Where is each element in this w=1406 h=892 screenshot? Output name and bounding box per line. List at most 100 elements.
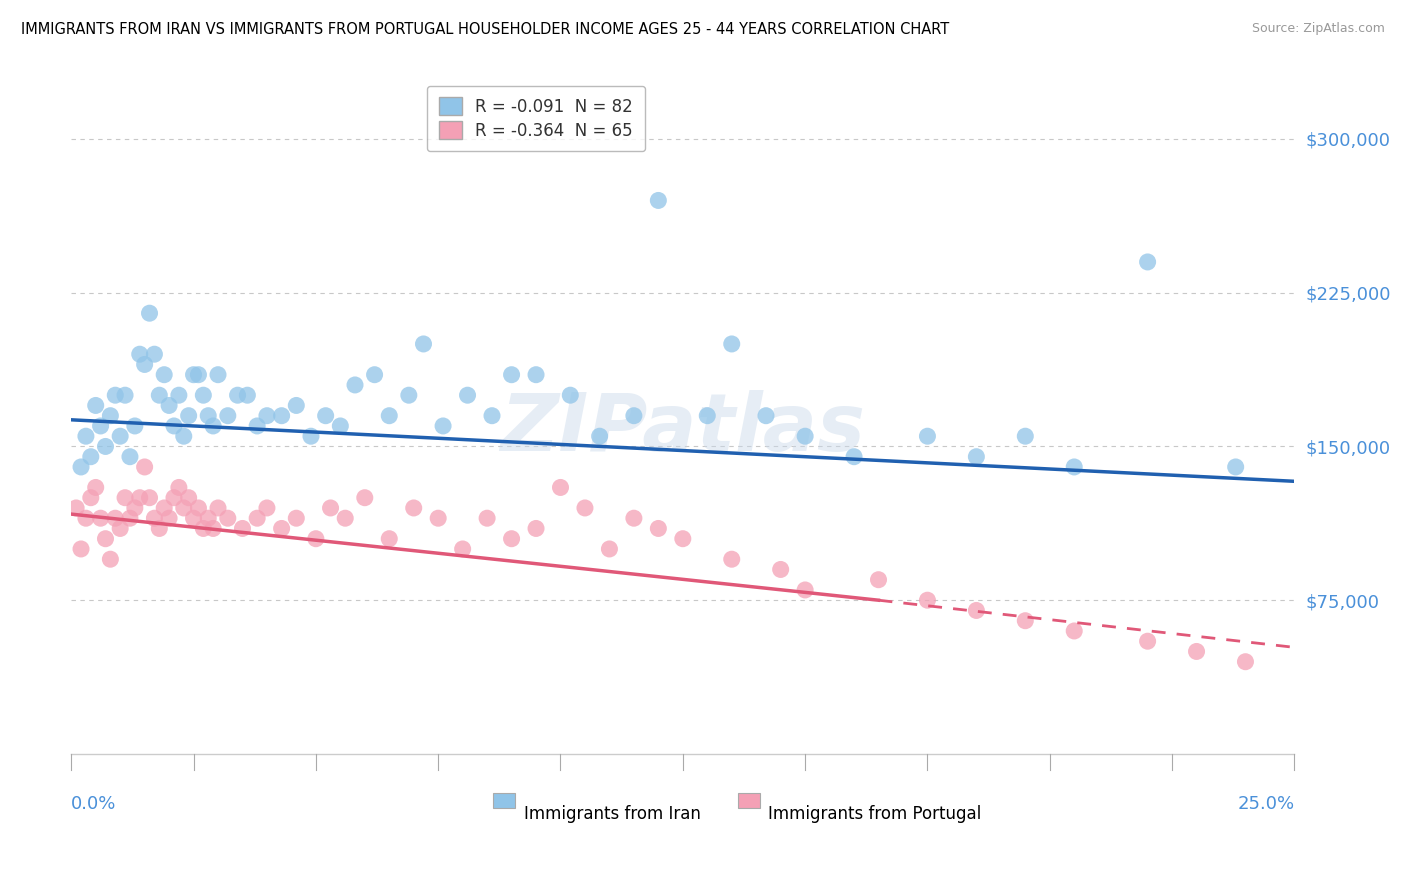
Point — [148, 388, 170, 402]
Point — [207, 368, 229, 382]
Point — [167, 480, 190, 494]
Point — [128, 347, 150, 361]
Point — [402, 500, 425, 515]
Point — [183, 511, 205, 525]
Point — [647, 194, 669, 208]
Point — [501, 368, 523, 382]
Point — [1136, 634, 1159, 648]
Point — [80, 491, 103, 505]
Point — [104, 388, 127, 402]
Point — [173, 500, 195, 515]
Point — [319, 500, 342, 515]
Point — [177, 409, 200, 423]
Point — [70, 459, 93, 474]
Point — [623, 409, 645, 423]
Point — [246, 419, 269, 434]
Point — [598, 541, 620, 556]
Point — [299, 429, 322, 443]
Point — [163, 419, 186, 434]
Point — [90, 419, 112, 434]
Point — [398, 388, 420, 402]
Point — [550, 480, 572, 494]
Point — [143, 347, 166, 361]
Point — [108, 429, 131, 443]
Point — [672, 532, 695, 546]
Point — [623, 511, 645, 525]
Point — [270, 521, 292, 535]
Point — [143, 511, 166, 525]
Point — [1014, 429, 1036, 443]
Point — [84, 399, 107, 413]
Point — [90, 511, 112, 525]
Point — [104, 511, 127, 525]
Point — [1185, 644, 1208, 658]
Point — [167, 388, 190, 402]
Point — [217, 409, 239, 423]
Text: Immigrants from Portugal: Immigrants from Portugal — [769, 805, 981, 822]
Point — [75, 511, 97, 525]
Text: 25.0%: 25.0% — [1237, 795, 1295, 813]
Point — [163, 491, 186, 505]
Point — [226, 388, 249, 402]
Point — [177, 491, 200, 505]
Text: Immigrants from Iran: Immigrants from Iran — [524, 805, 700, 822]
Point — [965, 450, 987, 464]
Point — [193, 388, 215, 402]
Point — [353, 491, 375, 505]
Point — [256, 500, 278, 515]
Point — [100, 409, 122, 423]
Point — [1225, 459, 1247, 474]
Point — [560, 388, 582, 402]
Point — [217, 511, 239, 525]
Point — [128, 491, 150, 505]
Point — [647, 521, 669, 535]
Point — [1063, 459, 1085, 474]
Point — [794, 429, 817, 443]
Point — [1234, 655, 1257, 669]
Point — [138, 306, 160, 320]
Point — [197, 409, 219, 423]
Text: ZIPatlas: ZIPatlas — [501, 390, 865, 468]
Point — [1063, 624, 1085, 638]
Point — [124, 419, 146, 434]
Point — [588, 429, 610, 443]
Point — [720, 337, 742, 351]
Point — [475, 511, 498, 525]
Point — [94, 532, 117, 546]
Point — [75, 429, 97, 443]
Point — [720, 552, 742, 566]
Point — [138, 491, 160, 505]
Point — [427, 511, 450, 525]
Point — [432, 419, 454, 434]
Point — [134, 358, 156, 372]
Point — [285, 399, 308, 413]
Point — [187, 368, 209, 382]
Point — [100, 552, 122, 566]
Point — [80, 450, 103, 464]
Point — [94, 440, 117, 454]
Point — [412, 337, 434, 351]
Text: IMMIGRANTS FROM IRAN VS IMMIGRANTS FROM PORTUGAL HOUSEHOLDER INCOME AGES 25 - 44: IMMIGRANTS FROM IRAN VS IMMIGRANTS FROM … — [21, 22, 949, 37]
Point — [501, 532, 523, 546]
Text: Source: ZipAtlas.com: Source: ZipAtlas.com — [1251, 22, 1385, 36]
Point — [842, 450, 865, 464]
Legend: R = -0.091  N = 82, R = -0.364  N = 65: R = -0.091 N = 82, R = -0.364 N = 65 — [427, 86, 645, 152]
Point — [134, 459, 156, 474]
FancyBboxPatch shape — [494, 793, 515, 808]
Point — [157, 511, 180, 525]
Point — [202, 419, 225, 434]
Point — [305, 532, 328, 546]
Point — [335, 511, 357, 525]
Point — [457, 388, 479, 402]
Point — [524, 368, 547, 382]
Point — [1014, 614, 1036, 628]
Point — [378, 532, 401, 546]
Point — [917, 593, 939, 607]
Point — [256, 409, 278, 423]
Point — [193, 521, 215, 535]
Point — [148, 521, 170, 535]
Point — [207, 500, 229, 515]
Point — [285, 511, 308, 525]
Point — [65, 500, 87, 515]
Point — [246, 511, 269, 525]
